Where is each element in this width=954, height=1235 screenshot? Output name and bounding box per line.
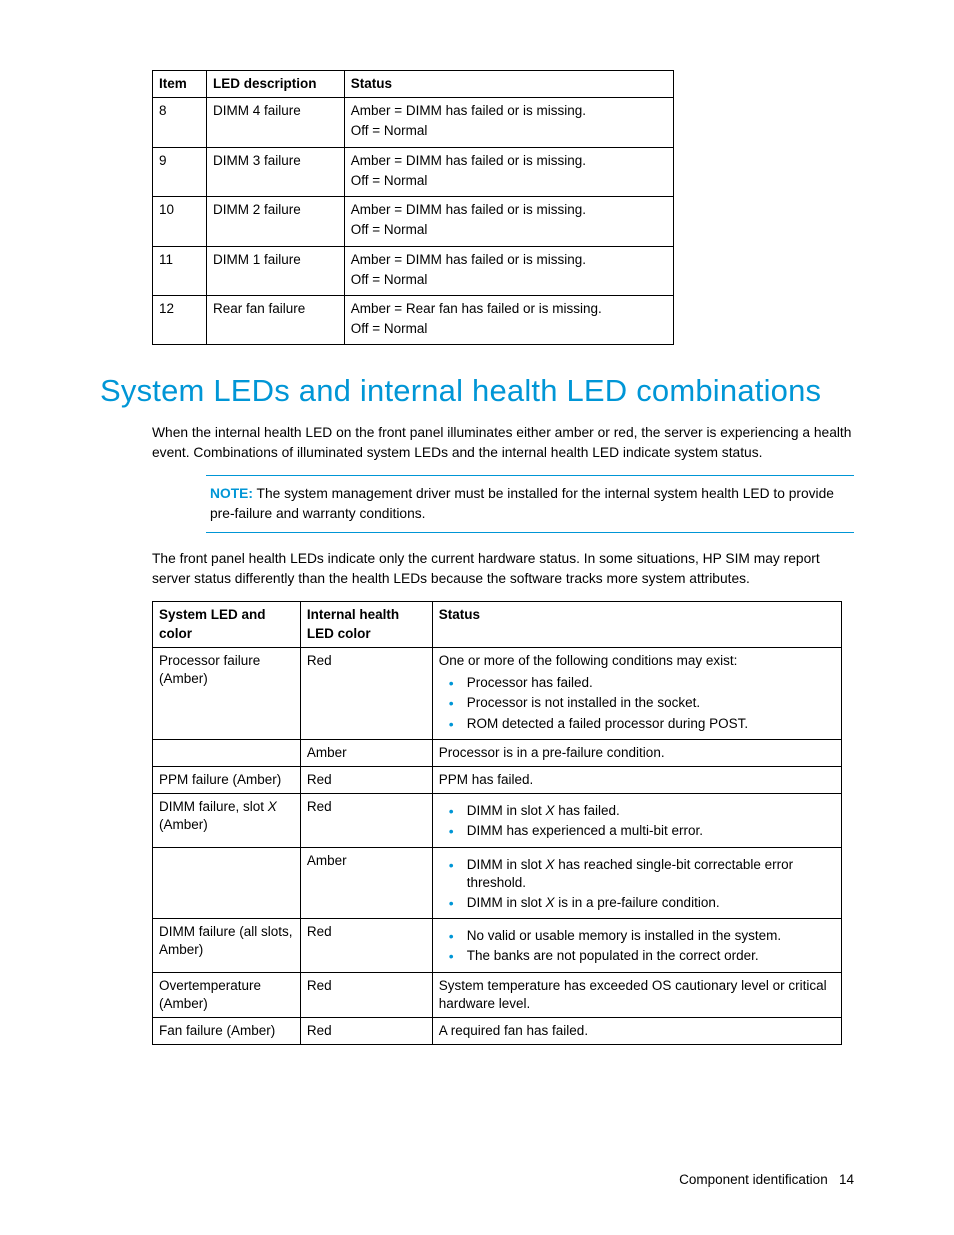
cell-sysled: Overtemperature (Amber): [153, 972, 301, 1017]
intro-paragraph-1: When the internal health LED on the fron…: [152, 423, 854, 463]
cell-item: 8: [153, 98, 207, 147]
cell-status: No valid or usable memory is installed i…: [432, 919, 841, 972]
table-row: AmberDIMM in slot X has reached single-b…: [153, 847, 842, 919]
cell-sysled: [153, 739, 301, 766]
cell-status: Amber = DIMM has failed or is missing.Of…: [344, 147, 673, 196]
cell-sysled: Fan failure (Amber): [153, 1018, 301, 1045]
th-status: Status: [344, 71, 673, 98]
cell-status: Amber = DIMM has failed or is missing.Of…: [344, 98, 673, 147]
cell-intled: Red: [300, 766, 432, 793]
footer-page: 14: [839, 1172, 854, 1187]
section-heading: System LEDs and internal health LED comb…: [100, 373, 854, 409]
cell-status: One or more of the following conditions …: [432, 647, 841, 739]
cell-sysled: DIMM failure, slot X (Amber): [153, 794, 301, 847]
table-row: AmberProcessor is in a pre-failure condi…: [153, 739, 842, 766]
cell-desc: DIMM 3 failure: [206, 147, 344, 196]
page-footer: Component identification 14: [679, 1172, 854, 1187]
cell-item: 12: [153, 295, 207, 344]
cell-sysled: [153, 847, 301, 919]
note-text: The system management driver must be ins…: [210, 486, 834, 521]
cell-desc: DIMM 2 failure: [206, 197, 344, 246]
th-intled: Internal health LED color: [300, 602, 432, 647]
cell-intled: Red: [300, 794, 432, 847]
led-table: Item LED description Status 8DIMM 4 fail…: [152, 70, 674, 345]
note-label: NOTE:: [210, 486, 253, 501]
cell-intled: Amber: [300, 739, 432, 766]
cell-status: PPM has failed.: [432, 766, 841, 793]
cell-intled: Amber: [300, 847, 432, 919]
table-row: Processor failure (Amber)RedOne or more …: [153, 647, 842, 739]
cell-intled: Red: [300, 647, 432, 739]
note-block: NOTE: The system management driver must …: [206, 475, 854, 533]
cell-sysled: DIMM failure (all slots, Amber): [153, 919, 301, 972]
footer-section: Component identification: [679, 1172, 828, 1187]
cell-intled: Red: [300, 972, 432, 1017]
cell-status: Amber = Rear fan has failed or is missin…: [344, 295, 673, 344]
table-row: Fan failure (Amber)RedA required fan has…: [153, 1018, 842, 1045]
th-desc: LED description: [206, 71, 344, 98]
th-item: Item: [153, 71, 207, 98]
cell-desc: DIMM 4 failure: [206, 98, 344, 147]
cell-status: A required fan has failed.: [432, 1018, 841, 1045]
table-row: DIMM failure (all slots, Amber)RedNo val…: [153, 919, 842, 972]
table-row: PPM failure (Amber)RedPPM has failed.: [153, 766, 842, 793]
cell-sysled: Processor failure (Amber): [153, 647, 301, 739]
health-led-table: System LED and color Internal health LED…: [152, 601, 842, 1045]
table-row: 10DIMM 2 failureAmber = DIMM has failed …: [153, 197, 674, 246]
cell-item: 10: [153, 197, 207, 246]
cell-desc: Rear fan failure: [206, 295, 344, 344]
table-row: 11DIMM 1 failureAmber = DIMM has failed …: [153, 246, 674, 295]
cell-status: DIMM in slot X has failed.DIMM has exper…: [432, 794, 841, 847]
th-status2: Status: [432, 602, 841, 647]
cell-status: Processor is in a pre-failure condition.: [432, 739, 841, 766]
cell-status: System temperature has exceeded OS cauti…: [432, 972, 841, 1017]
cell-item: 11: [153, 246, 207, 295]
table-row: 8DIMM 4 failureAmber = DIMM has failed o…: [153, 98, 674, 147]
cell-intled: Red: [300, 1018, 432, 1045]
intro-paragraph-2: The front panel health LEDs indicate onl…: [152, 549, 854, 589]
table-row: 9DIMM 3 failureAmber = DIMM has failed o…: [153, 147, 674, 196]
cell-status: DIMM in slot X has reached single-bit co…: [432, 847, 841, 919]
cell-status: Amber = DIMM has failed or is missing.Of…: [344, 197, 673, 246]
table-row: 12Rear fan failureAmber = Rear fan has f…: [153, 295, 674, 344]
cell-desc: DIMM 1 failure: [206, 246, 344, 295]
th-sysled: System LED and color: [153, 602, 301, 647]
cell-item: 9: [153, 147, 207, 196]
cell-sysled: PPM failure (Amber): [153, 766, 301, 793]
table-row: DIMM failure, slot X (Amber)RedDIMM in s…: [153, 794, 842, 847]
cell-intled: Red: [300, 919, 432, 972]
table-row: Overtemperature (Amber)RedSystem tempera…: [153, 972, 842, 1017]
cell-status: Amber = DIMM has failed or is missing.Of…: [344, 246, 673, 295]
